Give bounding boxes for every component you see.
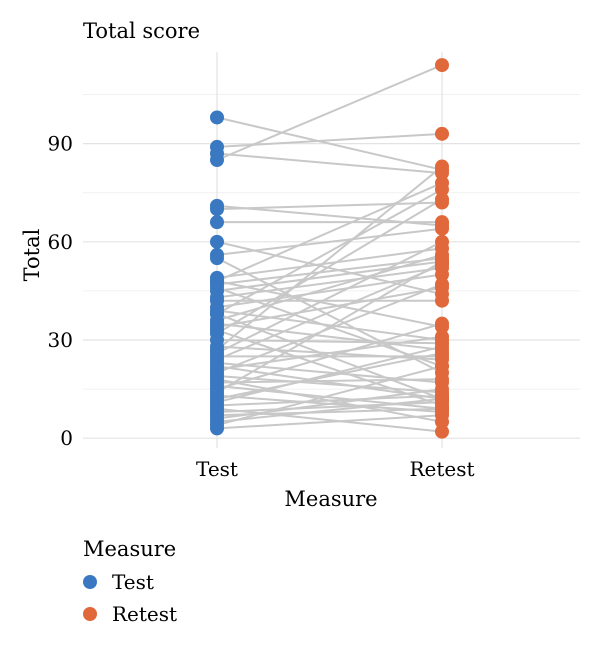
- y-tick-label: 60: [48, 230, 73, 254]
- retest-point: [435, 408, 449, 423]
- retest-point: [435, 277, 449, 292]
- pair-line: [216, 397, 443, 423]
- pair-line: [216, 64, 443, 161]
- pair-line: [216, 260, 443, 394]
- retest-point: [435, 254, 449, 269]
- pair-line: [216, 198, 443, 335]
- retest-point: [435, 372, 449, 387]
- pair-line: [216, 384, 443, 410]
- pair-line: [216, 116, 443, 171]
- legend-item-label: Test: [112, 570, 154, 594]
- legend-item-label: Retest: [112, 602, 177, 626]
- pair-line: [216, 188, 443, 315]
- retest-point: [435, 192, 449, 207]
- test-point: [210, 202, 224, 217]
- test-point: [210, 153, 224, 167]
- y-tick-label: 0: [60, 426, 73, 450]
- pair-line: [216, 352, 443, 400]
- test-point: [210, 110, 224, 125]
- test-point: [210, 234, 224, 249]
- pair-line: [216, 201, 443, 211]
- legend-title: Measure: [83, 537, 176, 561]
- retest-point: [435, 221, 449, 236]
- retest-point: [435, 234, 449, 249]
- y-axis-title: Total: [20, 228, 44, 281]
- retest-point: [435, 391, 449, 406]
- pair-line: [216, 378, 443, 384]
- x-tick-label: Test: [196, 457, 238, 481]
- pair-line: [216, 407, 443, 433]
- points: [210, 58, 449, 439]
- test-point: [210, 215, 224, 230]
- retest-point: [435, 159, 449, 174]
- pair-line: [216, 240, 443, 354]
- pair-line: [216, 335, 443, 371]
- pair-line: [216, 401, 443, 413]
- pair-line: [216, 181, 443, 283]
- pair-line: [216, 322, 443, 391]
- retest-point: [435, 182, 449, 197]
- pair-line: [216, 253, 443, 322]
- pair-line: [216, 263, 443, 361]
- y-tick-label: 30: [48, 328, 73, 352]
- legend: Measure Test Retest: [83, 537, 177, 626]
- test-point: [210, 421, 224, 436]
- legend-swatch: [83, 607, 97, 621]
- retest-point: [435, 424, 449, 439]
- pair-line: [216, 247, 443, 279]
- legend-swatch: [83, 575, 97, 589]
- test-point: [210, 251, 224, 266]
- retest-point: [435, 382, 449, 397]
- retest-point: [435, 316, 449, 331]
- pair-line: [216, 152, 443, 175]
- pair-line: [216, 165, 443, 351]
- pair-line: [216, 280, 443, 328]
- pair-line: [216, 414, 443, 430]
- retest-point: [435, 267, 449, 282]
- chart-title: Total score: [83, 19, 200, 43]
- retest-point: [435, 126, 449, 141]
- y-tick-label: 90: [48, 132, 73, 156]
- retest-point: [435, 359, 449, 374]
- retest-point: [435, 329, 449, 344]
- pair-line: [216, 227, 443, 256]
- retest-point: [435, 293, 449, 308]
- x-tick-label: Retest: [409, 457, 474, 481]
- pair-line: [216, 283, 443, 374]
- pair-line: [216, 388, 443, 420]
- retest-point: [435, 58, 449, 73]
- pair-line: [216, 257, 443, 286]
- retest-point: [435, 339, 449, 354]
- x-axis-title: Measure: [284, 487, 377, 511]
- pair-lines: [216, 64, 443, 433]
- pair-line: [216, 322, 443, 351]
- pair-line: [216, 345, 443, 404]
- pair-line: [216, 394, 443, 407]
- pair-line: [216, 365, 443, 427]
- x-tick-labels: Test Retest: [196, 457, 475, 481]
- y-tick-labels: 0 30 60 90: [48, 132, 73, 451]
